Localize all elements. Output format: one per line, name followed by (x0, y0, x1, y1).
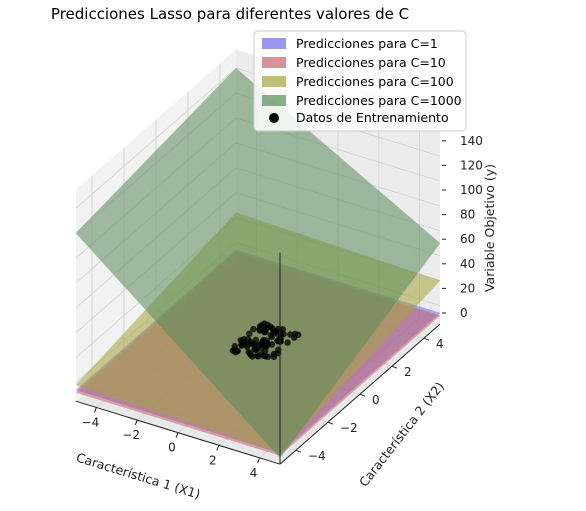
training-point (268, 341, 276, 348)
training-points (229, 320, 302, 361)
training-point (270, 350, 278, 358)
z-tick-label: 120 (460, 158, 483, 172)
training-point (260, 341, 268, 349)
surface-3 (75, 67, 441, 459)
x-tick-mark (175, 432, 179, 438)
training-point (246, 330, 253, 337)
training-point (245, 349, 252, 356)
z-tick-label: 40 (460, 257, 475, 271)
x-tick-label: 4 (250, 466, 258, 480)
legend: Predicciones para C=1 Predicciones para C… (253, 30, 467, 132)
training-point (287, 331, 294, 338)
training-point (231, 346, 238, 353)
y-tick-label: 4 (436, 337, 444, 351)
legend-label-0: Predicciones para C=1 (296, 36, 438, 51)
z-tick-label: 140 (460, 134, 483, 148)
training-point (268, 333, 275, 340)
z-tick-label: 60 (460, 232, 475, 246)
y-tick-label: −4 (308, 449, 326, 463)
y-tick-mark (327, 421, 334, 425)
training-point (262, 353, 269, 360)
z-tick-label: 80 (460, 208, 475, 222)
training-point (275, 346, 282, 353)
y-axis-label: Característica 2 (X2) (356, 379, 447, 490)
legend-label-points: Datos de Entrenamiento (296, 110, 449, 125)
x-tick-label: −4 (82, 416, 100, 430)
legend-swatch-0 (262, 38, 286, 49)
training-point (284, 339, 291, 346)
legend-label-1: Predicciones para C=10 (296, 55, 446, 70)
legend-swatch-3 (262, 95, 286, 106)
z-tick-label: 100 (460, 183, 483, 197)
training-point (275, 338, 282, 345)
legend-swatch-1 (262, 57, 286, 68)
surface-1-cell (413, 310, 441, 326)
training-point (269, 325, 276, 332)
x-tick-mark (216, 445, 220, 451)
y-tick-mark (295, 449, 302, 453)
training-point (278, 331, 285, 339)
x-tick-label: 0 (168, 441, 176, 455)
x-tick-mark (93, 407, 97, 413)
training-point (279, 326, 286, 333)
legend-label-2: Predicciones para C=100 (296, 74, 454, 89)
z-tick-label: 0 (460, 306, 468, 320)
z-tick-label: 20 (460, 281, 475, 295)
legend-swatch-points (269, 113, 279, 123)
training-point (252, 346, 259, 353)
y-tick-label: 0 (372, 393, 380, 407)
training-point (250, 325, 257, 333)
surface-2-cell (413, 275, 441, 294)
training-point (248, 340, 255, 347)
surface-3-cell (413, 230, 441, 259)
z-axis-label: Variable Objetivo (y) (482, 164, 497, 292)
x-tick-mark (257, 457, 261, 464)
y-tick-mark (359, 393, 366, 397)
training-point (252, 336, 260, 344)
y-tick-label: −2 (340, 421, 358, 435)
y-tick-mark (391, 365, 398, 369)
x-axis-label: Característica 1 (X1) (75, 450, 203, 502)
training-point (253, 352, 261, 359)
x-tick-label: 2 (209, 453, 217, 467)
x-tick-mark (134, 419, 138, 426)
chart-title: Predicciones Lasso para diferentes valor… (51, 5, 409, 23)
y-tick-mark (423, 337, 430, 341)
x-tick-label: −2 (122, 428, 140, 442)
legend-swatch-2 (262, 76, 286, 87)
legend-box (253, 30, 467, 132)
training-point (243, 340, 250, 348)
training-point (255, 341, 263, 349)
y-tick-label: 2 (404, 365, 412, 379)
training-point (259, 323, 266, 330)
legend-label-3: Predicciones para C=1000 (296, 93, 462, 108)
